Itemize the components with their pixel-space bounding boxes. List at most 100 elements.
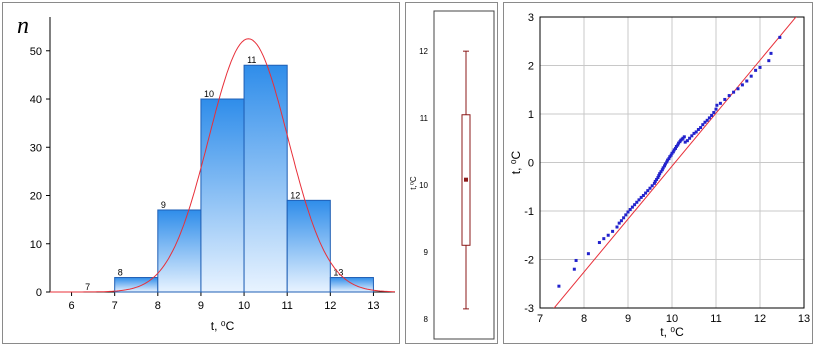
probability-plot-point — [630, 205, 634, 209]
histogram-y-tick-label: 50 — [30, 46, 42, 58]
probability-plot-x-axis-label: t, ⁰C — [660, 325, 684, 339]
probability-plot-point — [740, 83, 744, 87]
probability-plot-x-tick-label: 13 — [798, 313, 810, 325]
histogram-panel: 0 10 20 30 40 50 6 7 8 9 10 11 12 13 7 8 9 10 11 12 13 n t, ⁰C — [2, 2, 400, 344]
probability-plot-point — [663, 162, 667, 166]
probability-plot-point — [574, 258, 578, 262]
probability-plot-x-tick-label: 10 — [666, 313, 678, 325]
probability-plot-point — [586, 252, 590, 256]
probability-plot-point — [685, 139, 689, 143]
probability-plot-point — [699, 126, 703, 130]
histogram-x-tick-label: 9 — [198, 300, 204, 312]
normal-fit-curve — [50, 38, 395, 293]
probability-plot-point — [669, 153, 673, 157]
probability-plot-point — [723, 97, 727, 101]
boxplot-y-axis-label: t,⁰C — [409, 176, 418, 190]
probability-plot-point — [671, 150, 675, 154]
probability-plot-point — [745, 79, 749, 83]
boxplot-chart: 8 9 10 11 12 t,⁰C — [409, 10, 495, 340]
probability-plot-point — [626, 210, 630, 214]
histogram-bar — [243, 64, 288, 293]
probability-plot-y-tick-label: -2 — [524, 255, 534, 267]
probability-plot-y-tick-label: 0 — [528, 158, 534, 170]
probability-plot-point — [714, 107, 718, 111]
probability-plot-point — [653, 179, 657, 183]
histogram-x-tick-label: 8 — [155, 300, 161, 312]
probability-plot-point — [635, 200, 639, 204]
histogram-x-tick-label: 11 — [281, 300, 292, 312]
histogram-bar — [157, 209, 202, 293]
probability-plot-point — [657, 174, 661, 178]
probability-plot-point — [641, 193, 645, 197]
histogram-x-tick-label: 10 — [238, 300, 250, 312]
probability-plot-point — [637, 198, 641, 202]
probability-plot-point — [727, 94, 731, 98]
histogram-y-tick-label: 30 — [30, 142, 42, 154]
probability-plot-y-tick-label: -3 — [524, 303, 534, 315]
probability-plot-point — [648, 186, 652, 190]
histogram-bar-label: 7 — [85, 282, 90, 292]
histogram-bar-label: 12 — [290, 190, 300, 200]
histogram-y-tick-label: 20 — [30, 191, 42, 203]
boxplot-y-tick-label: 10 — [419, 181, 428, 190]
probability-plot-point — [665, 160, 669, 164]
probability-plot-point — [663, 164, 667, 168]
probability-plot-point — [676, 143, 680, 147]
boxplot-panel: 8 9 10 11 12 t,⁰C — [405, 2, 498, 344]
probability-plot-point — [652, 181, 656, 185]
probability-plot-point — [701, 123, 705, 127]
probability-plot-point — [707, 116, 711, 120]
probability-plot-point — [682, 135, 686, 139]
probability-plot-reference-line — [553, 17, 797, 308]
probability-plot-point — [622, 216, 626, 220]
probability-plot-point — [619, 219, 623, 223]
probability-plot-y-tick-label: 3 — [528, 12, 534, 24]
probability-plot-point — [659, 170, 663, 174]
boxplot-y-tick-label: 11 — [420, 114, 429, 123]
probability-plot-x-tick-label: 7 — [537, 313, 543, 325]
histogram-y-tick-label: 40 — [30, 94, 42, 106]
histogram-bar-label: 10 — [204, 89, 214, 99]
probability-plot-point — [628, 208, 632, 212]
probability-plot-point — [694, 130, 698, 134]
probability-plot-point — [718, 101, 722, 105]
probability-plot-point — [769, 51, 773, 55]
probability-plot-point — [732, 90, 736, 94]
probability-plot-x-tick-label: 11 — [710, 313, 721, 325]
probability-plot-point — [715, 103, 719, 107]
probability-plot-point — [778, 35, 782, 39]
probability-plot-point — [712, 111, 716, 115]
probability-plot-point — [602, 237, 606, 241]
histogram-bar-label: 9 — [161, 200, 166, 210]
histogram-x-tick-label: 6 — [69, 300, 75, 312]
probability-plot-point — [646, 189, 650, 193]
probability-plot-point — [754, 68, 758, 72]
probability-plot-x-tick-label: 12 — [754, 313, 766, 325]
histogram-y-tick-label: 0 — [36, 287, 42, 299]
probability-plot-point — [644, 191, 648, 195]
histogram-y-axis-label: n — [17, 13, 29, 39]
probability-plot-point — [656, 176, 660, 180]
probability-plot-point — [639, 195, 643, 199]
histogram-bar — [286, 199, 331, 293]
histogram-y-tick-label: 10 — [30, 239, 42, 251]
histogram-bar — [200, 98, 245, 293]
probability-plot-y-tick-label: -1 — [524, 206, 534, 218]
probability-plot-point — [658, 172, 662, 176]
probability-plot-point — [688, 136, 692, 140]
probability-plot-point — [690, 134, 694, 138]
probability-plot-point — [703, 120, 707, 124]
histogram-x-axis-label: t, ⁰C — [211, 319, 235, 333]
probability-plot-point — [674, 146, 678, 150]
probability-plot-y-axis-label: t, ⁰C — [509, 150, 523, 174]
probability-plot-point — [597, 241, 601, 245]
probability-plot-point — [572, 267, 576, 271]
probability-plot-point — [705, 118, 709, 122]
probability-plot-frame — [539, 16, 805, 309]
histogram-bar-label: 11 — [247, 55, 256, 65]
probability-plot-y-tick-label: 1 — [528, 109, 534, 121]
probability-plot-point — [696, 128, 700, 132]
boxplot-median-marker — [464, 177, 468, 182]
